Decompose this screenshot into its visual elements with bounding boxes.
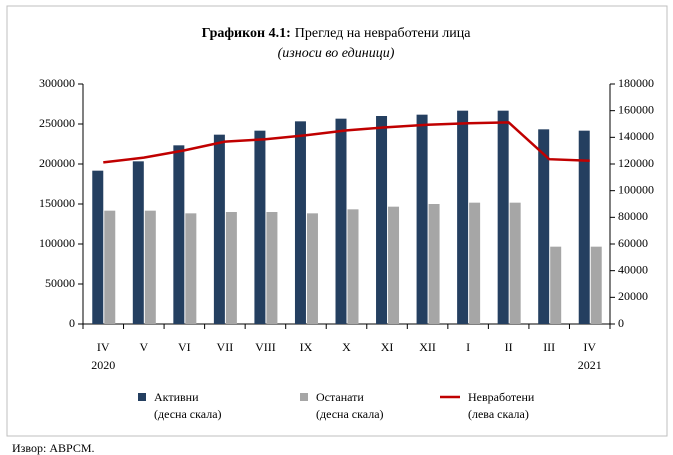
x-tick-label: I — [466, 340, 470, 354]
x-tick-label: VI — [178, 340, 191, 354]
bar — [457, 110, 469, 325]
chart-title-group: Графикон 4.1: Преглед на невработени лица — [202, 26, 472, 41]
bar — [185, 213, 197, 324]
bar — [225, 212, 237, 324]
bar — [590, 246, 602, 324]
x-tick-label: XII — [419, 340, 436, 354]
bar — [497, 110, 509, 325]
legend-sublabel: (лева скала) — [468, 407, 529, 421]
y-tick-label: 300000 — [39, 76, 75, 90]
y-tick-label: 200000 — [39, 156, 75, 170]
y-tick-label: 100000 — [39, 236, 75, 250]
legend-swatch — [300, 393, 308, 401]
bar — [335, 118, 347, 325]
y2-tick-label: 80000 — [618, 209, 648, 223]
legend-sublabel: (десна скала) — [316, 407, 384, 421]
bar — [538, 129, 550, 324]
line — [103, 121, 590, 164]
x-year-label: 2020 — [91, 358, 115, 372]
x-tick-label: IX — [300, 340, 313, 354]
y2-tick-label: 180000 — [618, 76, 654, 90]
bar — [416, 114, 428, 325]
x-tick-label: IV — [97, 340, 110, 354]
x-tick-label: III — [543, 340, 555, 354]
bar — [376, 116, 388, 324]
y2-tick-label: 60000 — [618, 236, 648, 250]
y-tick-label: 0 — [69, 316, 75, 330]
x-year-label: 2021 — [578, 358, 602, 372]
bar — [347, 209, 359, 324]
y2-tick-label: 140000 — [618, 129, 654, 143]
chart-title-bold: Графикон 4.1: — [202, 26, 291, 41]
x-tick-label: VIII — [255, 340, 276, 354]
bar — [173, 145, 185, 324]
bar — [92, 170, 104, 324]
bar — [266, 212, 278, 324]
x-tick-label: II — [505, 340, 513, 354]
legend-swatch — [138, 393, 146, 401]
y2-tick-label: 20000 — [618, 289, 648, 303]
chart-title: Преглед на невработени лица — [295, 26, 471, 41]
x-tick-label: XI — [381, 340, 394, 354]
bar — [388, 206, 400, 324]
y2-tick-label: 40000 — [618, 262, 648, 276]
bar — [104, 210, 116, 324]
bar — [509, 202, 521, 324]
x-tick-label: VII — [217, 340, 234, 354]
y-tick-label: 150000 — [39, 196, 75, 210]
bar — [578, 130, 590, 324]
y2-tick-label: 120000 — [618, 156, 654, 170]
legend-label: Останати — [316, 390, 364, 404]
bar — [550, 246, 562, 324]
y2-tick-label: 100000 — [618, 182, 654, 196]
source: Извор: АВРСМ. — [12, 441, 95, 455]
legend-label: Невработени — [468, 390, 535, 404]
bar — [428, 204, 440, 324]
bar — [294, 121, 306, 324]
y-tick-label: 50000 — [45, 276, 75, 290]
y-tick-label: 250000 — [39, 116, 75, 130]
bar — [144, 210, 156, 324]
x-tick-label: V — [139, 340, 148, 354]
legend-sublabel: (десна скала) — [154, 407, 222, 421]
bar — [469, 202, 481, 324]
bar — [213, 134, 225, 324]
y2-tick-label: 0 — [618, 316, 624, 330]
bar — [254, 130, 266, 324]
legend-label: Активни — [154, 390, 199, 404]
x-tick-label: X — [342, 340, 351, 354]
chart-subtitle: (износи во единици) — [278, 46, 395, 61]
bar — [306, 213, 318, 324]
bar — [132, 161, 144, 324]
x-tick-label: IV — [583, 340, 596, 354]
y2-tick-label: 160000 — [618, 102, 654, 116]
